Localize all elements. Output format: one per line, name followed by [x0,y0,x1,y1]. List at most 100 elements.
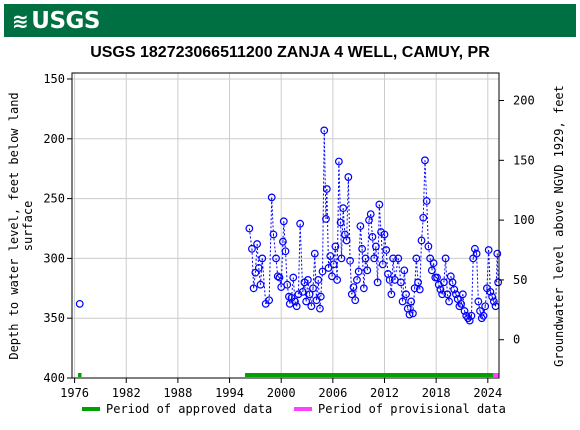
data-point [375,200,384,209]
y-left-tick-label: 200 [43,132,65,146]
data-point [322,185,331,193]
data-point [269,230,278,239]
x-tick-label: 2018 [422,386,451,400]
data-point [440,278,448,287]
x-tick-label: 1976 [60,386,89,400]
series-connector [285,251,288,285]
data-point [389,254,398,263]
data-point [465,316,474,325]
data-point [370,254,379,263]
period-bars [78,373,499,377]
data-point [275,273,284,282]
data-point [346,256,354,265]
data-point [366,210,375,219]
series-connector [326,189,330,268]
y-right-tick-label: 0 [513,333,520,347]
data-point [417,236,426,245]
data-point [429,259,438,268]
y-right-axis-label: Groundwater level above NGVD 1929, feet [552,85,566,367]
series-connector [422,160,426,218]
series-connector [424,160,428,202]
data-point [445,297,453,306]
y-left-tick-label: 400 [43,371,65,385]
data-point [407,297,416,306]
series-connector [361,248,365,289]
data-point [354,267,363,276]
data-point [291,297,299,306]
data-point [371,242,380,251]
series-connector [455,294,459,300]
series-connector [477,301,481,312]
data-point [324,264,333,272]
data-point [326,252,335,260]
series-connector [387,273,391,281]
data-point [298,287,307,296]
data-point [433,273,441,282]
data-point [353,276,361,284]
series-connector [333,246,336,265]
data-point [337,254,346,263]
series-connector [277,275,280,278]
data-point [265,296,274,305]
x-tick-label: 2012 [370,386,399,400]
data-point [254,264,263,272]
series-connector [260,258,263,285]
data-point [472,249,481,258]
y-right-tick-label: 100 [513,213,535,227]
data-point [292,302,301,311]
data-point [279,217,288,226]
y-left-tick-label: 300 [43,251,65,265]
data-point [470,244,479,253]
x-tick-label: 2024 [473,386,502,400]
legend: Period of approved data Period of provis… [82,402,506,416]
data-point [394,254,403,263]
data-point [289,273,298,282]
data-point [421,156,429,165]
series-connector [384,234,387,251]
series-connector [258,267,262,285]
data-point [322,215,330,223]
data-point [316,292,325,301]
series-connector [405,294,409,309]
series-connector [397,258,402,283]
y-left-tick-label: 250 [43,192,65,206]
data-point [248,244,256,253]
data-point [314,276,323,284]
data-point [267,193,276,202]
chart-title: USGS 182723066511200 ZANJA 4 WELL, CAMUY… [90,44,490,61]
series-connector [489,291,493,297]
data-point [441,254,450,263]
data-point [479,311,488,320]
data-point [347,290,356,299]
data-point [382,246,391,254]
series-connector [322,130,325,272]
series-connector [474,248,478,254]
series-connector [389,279,392,295]
data-point [349,283,358,291]
y-left-tick-label: 150 [43,72,65,86]
data-point [493,249,502,258]
data-point [494,278,503,287]
data-point [486,287,495,296]
series-connector [307,279,311,295]
data-point [351,296,360,305]
series-connector [297,223,301,295]
data-point [279,237,287,246]
data-point [331,242,340,251]
data-point [368,232,377,241]
data-point [410,284,419,293]
y-left-axis-ticks: 150 200 250 300 350 400 [43,72,72,385]
series-connector [446,294,450,302]
data-point [415,285,424,294]
data-point [378,260,387,269]
data-point [281,247,290,256]
series-connector [251,248,255,289]
data-point [320,126,329,135]
data-point [307,302,316,311]
series-connector [417,282,421,290]
data-point [359,284,368,293]
data-point [488,292,497,301]
data-point [333,276,342,284]
data-point [373,278,382,287]
series-connector [268,197,273,301]
